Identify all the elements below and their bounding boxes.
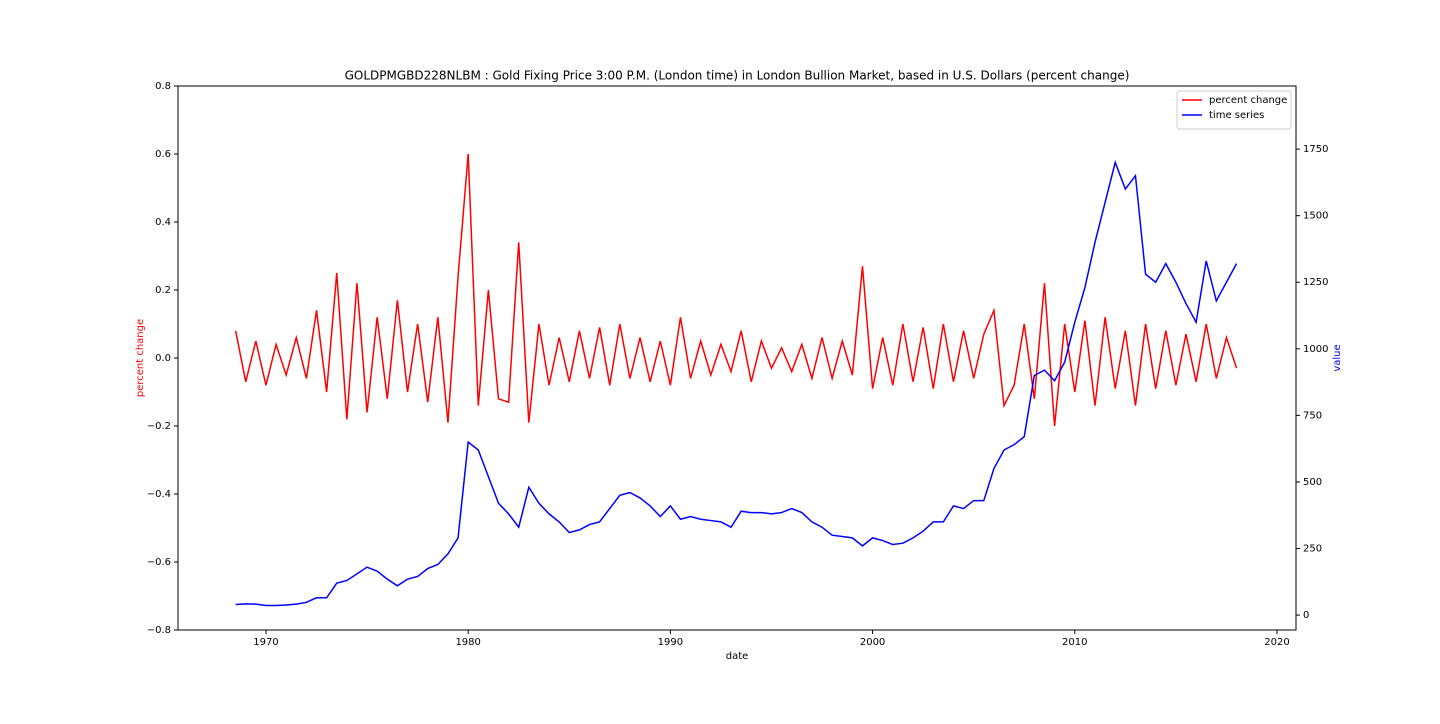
y-tick-label: −0.4 [147, 489, 171, 500]
y2-tick-label: 0 [1303, 610, 1309, 621]
legend-label: time series [1209, 110, 1264, 121]
data-line [235, 159, 1238, 607]
legend-box [1176, 90, 1292, 130]
x-tick-label: 2020 [1264, 637, 1289, 648]
y2-tick-label: 1250 [1303, 277, 1328, 288]
y-axis-label: percent change [135, 319, 146, 397]
x-tick-label: 1990 [658, 637, 683, 648]
y-tick-label: 0.2 [155, 285, 171, 296]
y2-tick-label: 500 [1303, 477, 1322, 488]
y2-tick-label: 250 [1303, 544, 1322, 555]
plot-frame [177, 85, 1297, 631]
y2-tick-label: 1750 [1303, 144, 1328, 155]
x-tick-label: 1980 [455, 637, 480, 648]
y-tick-label: 0.4 [155, 217, 171, 228]
y-tick-label: −0.8 [147, 625, 171, 636]
chart-title: GOLDPMGBD228NLBM : Gold Fixing Price 3:0… [345, 69, 1130, 83]
x-tick-label: 2000 [860, 637, 885, 648]
x-tick-label: 2010 [1062, 637, 1087, 648]
x-axis-label: date [726, 651, 749, 662]
legend-label: percent change [1209, 95, 1287, 106]
y2-axis-label: value [1332, 344, 1343, 371]
y-tick-label: 0.6 [155, 149, 171, 160]
y-tick-label: 0.8 [155, 81, 171, 92]
y-tick-label: −0.6 [147, 557, 171, 568]
y2-tick-label: 1000 [1303, 344, 1328, 355]
data-line [234, 153, 1238, 427]
y-tick-label: 0.0 [155, 353, 171, 364]
y-tick-label: −0.2 [147, 421, 171, 432]
y2-tick-label: 1500 [1303, 211, 1328, 222]
x-tick-label: 1970 [253, 637, 278, 648]
y2-tick-label: 750 [1303, 410, 1322, 421]
